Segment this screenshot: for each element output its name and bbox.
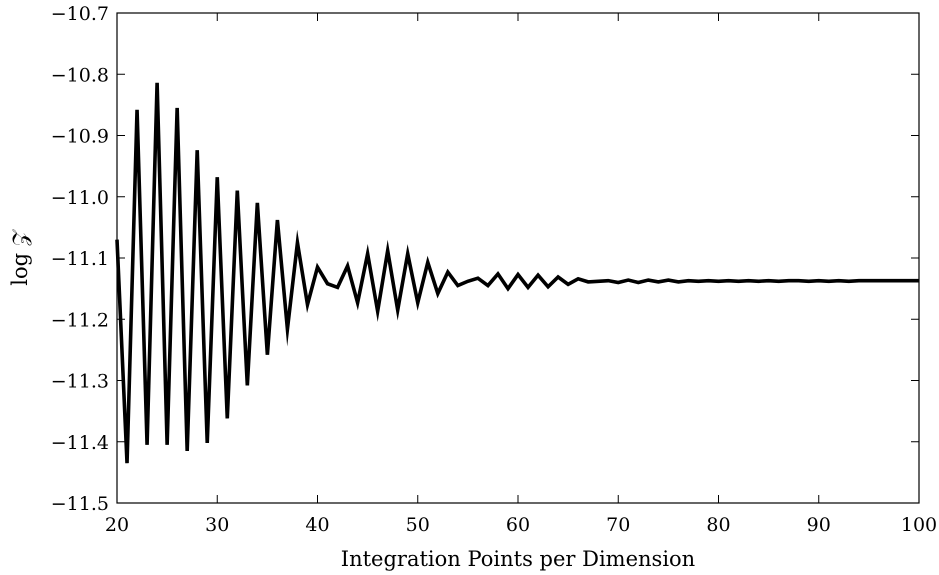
x-tick-label: 70 <box>606 514 630 536</box>
x-tick-label: 80 <box>706 514 730 536</box>
y-tick-label: −10.8 <box>51 64 109 86</box>
y-tick-label: −10.9 <box>51 126 109 148</box>
x-tick-label: 100 <box>901 514 937 536</box>
axis-tick-labels: 20 30 40 50 60 70 80 90 100 −11.5 −11.4 −11.3 −11.2 −… <box>51 3 937 536</box>
plot-frame <box>116 12 920 504</box>
y-axis-label: log 𝒵 <box>8 229 32 285</box>
series-line <box>115 82 919 464</box>
x-tick-label: 90 <box>807 514 831 536</box>
x-tick-label: 30 <box>205 514 229 536</box>
y-tick-label: −11.0 <box>51 187 109 209</box>
x-tick-label: 20 <box>105 514 129 536</box>
y-tick-label: −10.7 <box>51 3 109 25</box>
axis-ticks <box>116 12 920 504</box>
y-tick-label: −11.1 <box>51 248 109 270</box>
x-tick-label: 40 <box>305 514 329 536</box>
x-tick-label: 60 <box>506 514 530 536</box>
y-tick-label: −11.4 <box>51 432 109 454</box>
x-axis-label: Integration Points per Dimension <box>341 547 695 571</box>
y-tick-label: −11.2 <box>51 309 109 331</box>
y-tick-label: −11.3 <box>51 371 109 393</box>
y-tick-label: −11.5 <box>51 493 109 515</box>
series-group <box>115 82 919 464</box>
x-tick-label: 50 <box>406 514 430 536</box>
